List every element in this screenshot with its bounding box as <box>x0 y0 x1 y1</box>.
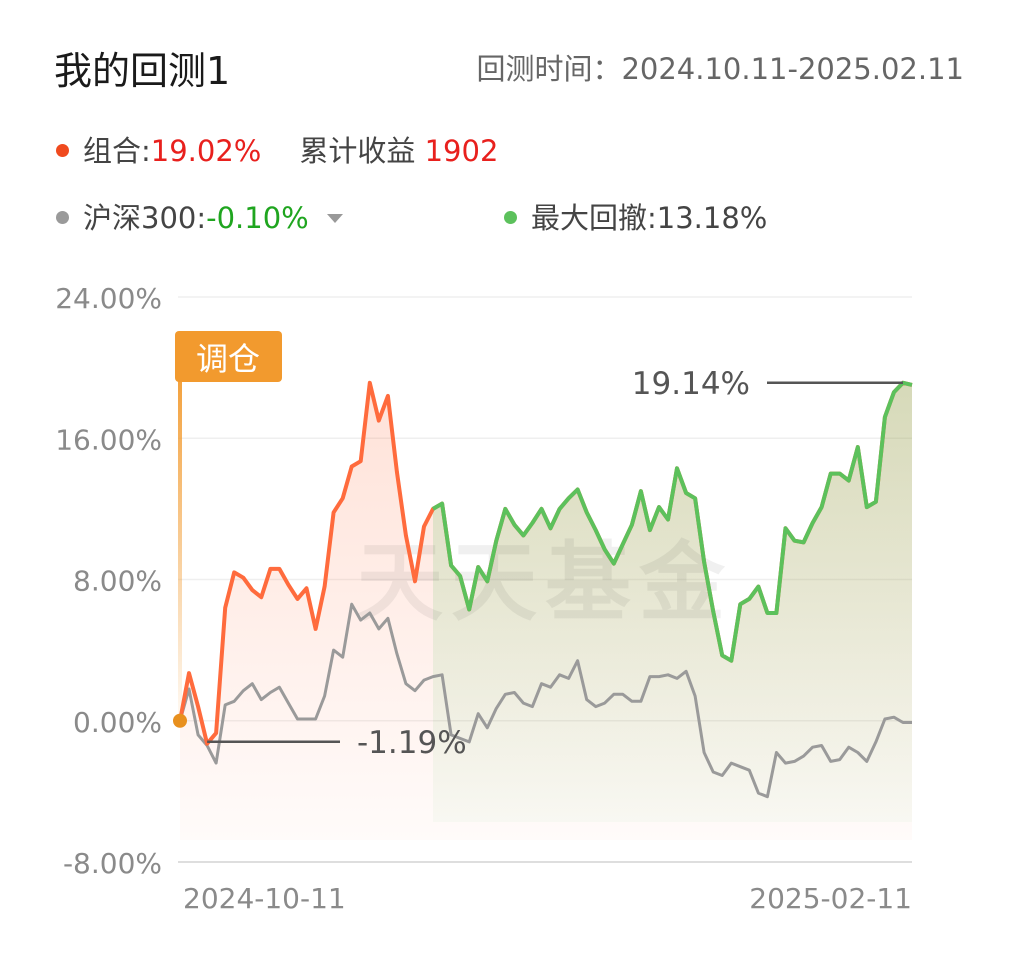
benchmark-return: -0.10% <box>206 201 309 235</box>
drawdown-label: 最大回撤: <box>531 201 657 235</box>
dropdown-caret-icon[interactable] <box>326 213 343 223</box>
drawdown-line <box>431 380 913 663</box>
portfolio-label: 组合: <box>83 134 151 168</box>
min-value-label: -1.19% <box>357 725 467 761</box>
rebalance-tag-label: 调仓 <box>196 340 260 378</box>
cumulative-value: 1902 <box>424 134 499 168</box>
backtest-period: 回测时间：2024.10.11-2025.02.11 <box>476 52 964 86</box>
x-tick-label: 2024-10-11 <box>183 882 346 915</box>
rebalance-marker-line <box>178 350 182 721</box>
y-tick-label: -8.00% <box>63 847 162 880</box>
y-tick-label: 0.00% <box>73 706 162 739</box>
legend-benchmark[interactable]: 沪深300:-0.10% <box>56 195 343 237</box>
y-tick-label: 8.00% <box>73 565 162 598</box>
benchmark-label: 沪深300: <box>83 201 207 235</box>
drawdown-dot-icon <box>504 210 517 224</box>
legend-drawdown: 最大回撤:13.18% <box>504 195 767 237</box>
benchmark-dot-icon <box>56 210 69 224</box>
portfolio-dot-icon <box>56 143 69 157</box>
x-tick-label: 2025-02-11 <box>749 882 912 915</box>
rebalance-tag <box>175 331 282 382</box>
max-value-label: 19.14% <box>632 366 750 402</box>
page-title: 我的回测1 <box>54 49 231 93</box>
drawdown-area <box>433 382 912 822</box>
rebalance-point <box>173 713 187 728</box>
benchmark-line <box>178 602 912 799</box>
cumulative-label: 累计收益 <box>299 134 416 168</box>
y-tick-label: 16.00% <box>55 423 162 456</box>
y-tick-label: 24.00% <box>55 282 162 315</box>
legend-portfolio: 组合:19.02% 累计收益 1902 <box>56 128 498 170</box>
drawdown-value: 13.18% <box>656 201 768 235</box>
portfolio-return: 19.02% <box>150 134 262 168</box>
